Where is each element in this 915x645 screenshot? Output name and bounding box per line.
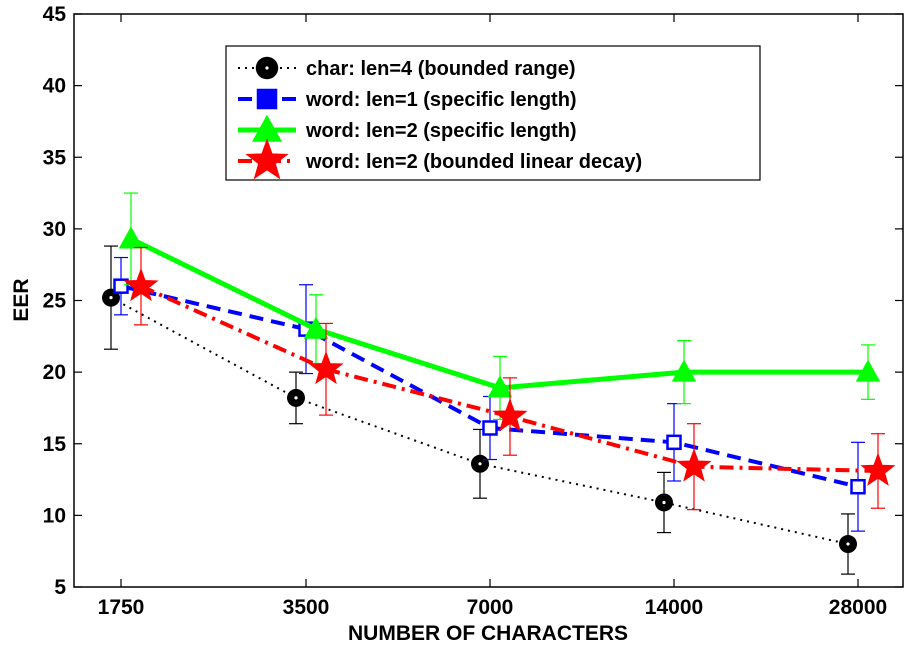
- x-tick-label: 3500: [283, 596, 330, 619]
- data-point-circle-center: [662, 500, 666, 505]
- series-2: [113, 256, 866, 532]
- data-point-triangle: [855, 359, 881, 382]
- data-point-circle-center: [109, 296, 113, 300]
- data-point-triangle: [487, 375, 513, 398]
- data-point-square: [666, 434, 682, 451]
- x-tick-label: 1750: [98, 596, 145, 619]
- y-tick-label: 35: [43, 146, 67, 169]
- series-1: [102, 245, 857, 575]
- data-point-star: [123, 267, 159, 302]
- data-point-star: [676, 448, 712, 482]
- legend-marker-circle-center: [265, 66, 269, 70]
- y-axis-label: EER: [10, 278, 33, 321]
- x-tick-label: 28000: [829, 596, 887, 619]
- axis-ticks: [74, 13, 903, 588]
- x-tick-label: 14000: [645, 596, 703, 619]
- legend-box: [225, 45, 761, 181]
- legend-label: word: len=2 (specific length): [305, 120, 577, 142]
- y-tick-label: 20: [43, 361, 66, 384]
- data-point-square: [113, 278, 129, 294]
- data-point-star: [860, 452, 896, 486]
- plot-area: [73, 13, 904, 588]
- series-4: [123, 246, 896, 511]
- legend-entry-1: char: len=4 (bounded range): [238, 56, 575, 80]
- x-axis-label: NUMBER OF CHARACTERS: [348, 622, 628, 645]
- legend-marker-star: [245, 138, 289, 180]
- data-point-star: [308, 350, 344, 385]
- legend-entry-3: word: len=2 (specific length): [238, 114, 577, 142]
- data-point-circle-center: [478, 462, 482, 466]
- y-tick-label: 40: [43, 75, 66, 98]
- y-tick-label: 25: [43, 290, 67, 313]
- series-line: [110, 296, 849, 546]
- y-tick-label: 5: [54, 576, 66, 599]
- data-point-triangle: [118, 226, 144, 249]
- series-3: [118, 192, 881, 420]
- data-point-star: [492, 398, 528, 432]
- y-tick-label: 10: [43, 504, 66, 527]
- data-point-triangle: [303, 316, 329, 339]
- data-point-circle-center: [294, 396, 298, 400]
- legend-label: word: len=2 (bounded linear decay): [305, 151, 642, 173]
- legend-entries: char: len=4 (bounded range) word: len=1 (…: [238, 56, 642, 180]
- y-tick-label: 30: [43, 218, 66, 241]
- data-point-circle-center: [846, 542, 850, 546]
- data-point-triangle: [671, 359, 697, 382]
- y-tick-label: 45: [43, 3, 67, 26]
- legend-label: word: len=1 (specific length): [305, 89, 577, 111]
- legend-label: char: len=4 (bounded range): [306, 58, 575, 80]
- data-point-square: [482, 420, 498, 436]
- legend: char: len=4 (bounded range) word: len=1 (…: [225, 45, 761, 181]
- legend-entry-4: word: len=2 (bounded linear decay): [238, 138, 642, 180]
- tick-labels: 5 10 15 20 25 30 35 40 45 1750 3500 7000 14000 28000: [43, 3, 888, 619]
- legend-marker-square: [256, 88, 278, 110]
- data-point-square: [850, 478, 866, 495]
- y-tick-label: 15: [43, 433, 67, 456]
- series-line: [140, 284, 879, 473]
- legend-entry-2: word: len=1 (specific length): [238, 88, 577, 111]
- x-tick-label: 7000: [467, 596, 514, 619]
- series-layer: [102, 192, 896, 575]
